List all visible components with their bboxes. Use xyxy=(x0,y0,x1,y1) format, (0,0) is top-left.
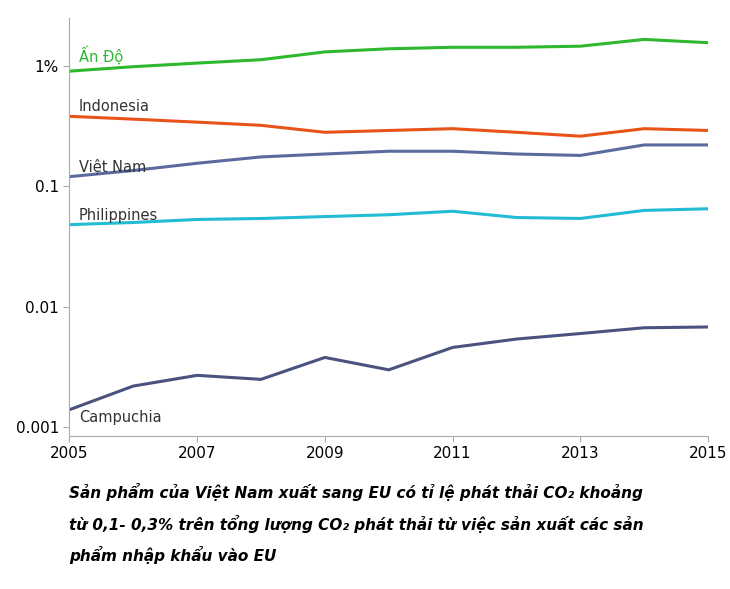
Text: Sản phẩm của Việt Nam xuất sang EU có tỉ lệ phát thải CO₂ khoảng: Sản phẩm của Việt Nam xuất sang EU có tỉ… xyxy=(69,483,643,501)
Text: Việt Nam: Việt Nam xyxy=(79,160,146,174)
Text: Ấn Độ: Ấn Độ xyxy=(79,46,123,65)
Text: Indonesia: Indonesia xyxy=(79,100,150,114)
Text: Campuchia: Campuchia xyxy=(79,410,161,425)
Text: từ 0,1- 0,3% trên tổng lượng CO₂ phát thải từ việc sản xuất các sản: từ 0,1- 0,3% trên tổng lượng CO₂ phát th… xyxy=(69,515,644,533)
Text: Philippines: Philippines xyxy=(79,208,158,223)
Text: phẩm nhập khẩu vào EU: phẩm nhập khẩu vào EU xyxy=(69,546,277,564)
